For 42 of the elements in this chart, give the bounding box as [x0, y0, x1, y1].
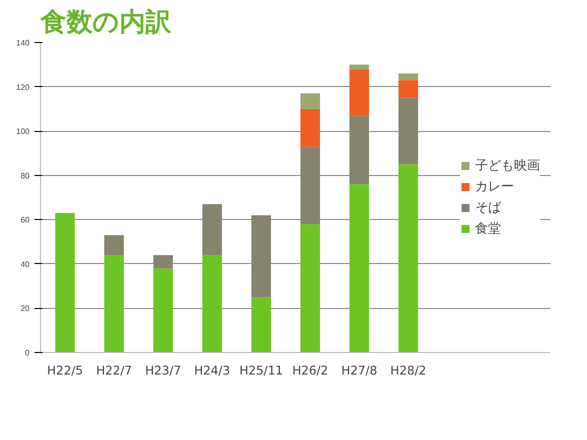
- y-tick-label: 20: [20, 304, 30, 314]
- legend-label: 食堂: [475, 220, 501, 238]
- y-tick-label: 100: [16, 127, 30, 136]
- bar: [251, 297, 271, 352]
- bar: [251, 215, 271, 298]
- bar: [300, 146, 320, 224]
- bar: [202, 255, 222, 352]
- bar: [202, 204, 222, 256]
- legend-label: そば: [475, 200, 501, 216]
- y-tick-label: 0: [25, 348, 30, 358]
- y-tick-label: 40: [20, 260, 30, 269]
- legend-label: 子ども映画: [475, 158, 540, 174]
- x-tick-label: H27/8: [341, 364, 378, 378]
- bar: [349, 184, 370, 352]
- bar: [55, 213, 75, 352]
- bar: [300, 108, 320, 147]
- bar: [398, 98, 418, 164]
- bar: [300, 224, 320, 352]
- bar: [153, 255, 173, 268]
- y-tick-label: 120: [16, 82, 30, 92]
- legend-label: カレー: [475, 178, 514, 196]
- bar: [153, 268, 173, 352]
- x-tick-label: H24/3: [194, 364, 230, 378]
- x-tick-label: H23/7: [145, 364, 182, 378]
- x-tick-label: H26/2: [292, 364, 328, 378]
- bar: [300, 93, 320, 109]
- x-tick-label: H22/5: [47, 364, 84, 378]
- y-tick-label: 80: [20, 171, 30, 180]
- bar: [398, 80, 418, 98]
- x-tick-label: H28/2: [390, 364, 426, 378]
- bar: [349, 116, 370, 184]
- bar: [398, 164, 418, 352]
- y-tick-label: 60: [20, 216, 30, 225]
- bar: [398, 74, 418, 80]
- bar: [349, 69, 370, 116]
- bar: [104, 235, 124, 256]
- bar: [104, 255, 124, 352]
- x-tick-label: H25/11: [239, 364, 283, 378]
- x-tick-label: H22/7: [96, 364, 132, 378]
- chart-title: 食数の内訳: [40, 8, 172, 38]
- bar: [349, 64, 370, 70]
- y-tick-label: 140: [16, 38, 30, 48]
